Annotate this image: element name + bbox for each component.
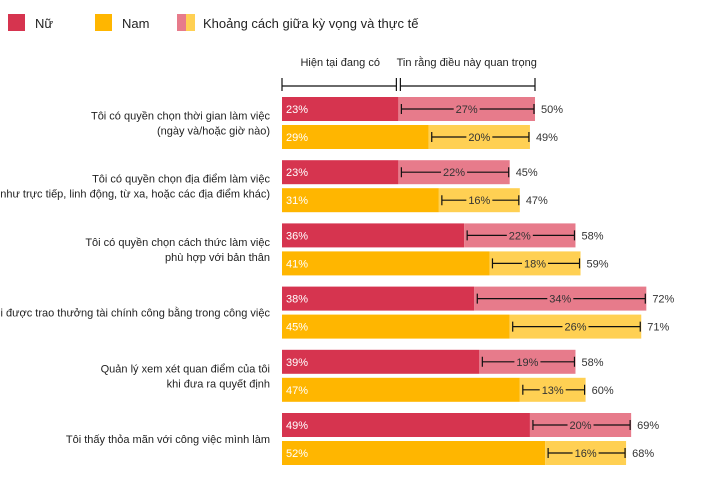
value-current-male: 47% — [286, 385, 308, 397]
value-important-male: 59% — [587, 258, 609, 270]
gap-range-male — [431, 132, 530, 142]
category-label: Tôi được trao thưởng tài chính công bằng… — [0, 307, 270, 320]
value-gap-male: 20% — [468, 132, 490, 144]
category-group: Tôi được trao thưởng tài chính công bằng… — [0, 286, 675, 339]
legend-label-female: Nữ — [35, 16, 53, 31]
bar-current-male — [282, 251, 490, 276]
gap-range-male — [441, 195, 520, 206]
category-group: Tôi thấy thỏa mãn với công việc mình làm… — [66, 413, 659, 465]
value-important-female: 45% — [516, 167, 538, 179]
bar-current-female — [282, 349, 480, 374]
value-current-female: 36% — [286, 230, 308, 242]
legend-label-male: Nam — [122, 16, 149, 31]
bar-current-male — [282, 377, 520, 402]
bar-current-female — [282, 160, 399, 185]
category-group: Tôi có quyền chọn thời gian làm việc (ngà… — [91, 97, 563, 149]
value-current-female: 23% — [286, 104, 308, 116]
value-important-male: 71% — [647, 322, 669, 334]
chart-rows: Tôi có quyền chọn thời gian làm việc (ngà… — [0, 97, 675, 465]
value-gap-male: 26% — [564, 322, 586, 334]
value-important-female: 72% — [652, 294, 674, 306]
category-label: Quản lý xem xét quan điểm của tôi — [101, 363, 270, 375]
legend-swatch-female — [8, 14, 25, 31]
legend-swatch-gap-male — [186, 14, 195, 31]
legend-swatch-male — [95, 14, 112, 31]
gap-range-female — [532, 420, 631, 430]
category-group: Quản lý xem xét quan điểm của tôi khi đưa… — [101, 349, 614, 402]
value-important-female: 58% — [581, 357, 603, 369]
bar-current-female — [282, 286, 475, 311]
gap-range-male — [547, 448, 626, 458]
value-current-female: 38% — [286, 294, 308, 306]
value-gap-male: 18% — [524, 258, 546, 270]
category-group: Tôi có quyền chọn cách thức làm việc phù … — [85, 223, 609, 276]
header-important-label: Tin rằng điều này quan trọng — [397, 56, 537, 69]
value-current-male: 31% — [286, 195, 308, 207]
category-label: Tôi có quyền chọn địa điểm làm việc — [92, 174, 270, 186]
gap-range-female — [476, 293, 646, 304]
bar-current-male — [282, 441, 546, 465]
value-important-male: 68% — [632, 448, 654, 460]
bar-current-male — [282, 125, 429, 149]
value-current-female: 23% — [286, 167, 308, 179]
bar-current-male — [282, 314, 510, 339]
bar-current-male — [282, 188, 439, 213]
legend: Nữ Nam Khoảng cách giữa kỳ vọng và thực tế — [8, 14, 419, 31]
value-current-male: 52% — [286, 448, 308, 460]
value-gap-female: 22% — [443, 167, 465, 179]
value-gap-male: 16% — [468, 195, 490, 207]
value-current-female: 49% — [286, 420, 308, 432]
value-gap-female: 19% — [516, 357, 538, 369]
bar-current-female — [282, 223, 465, 248]
value-current-female: 39% — [286, 357, 308, 369]
value-current-male: 45% — [286, 322, 308, 334]
value-current-male: 41% — [286, 258, 308, 270]
category-label: khi đưa ra quyết định — [167, 378, 270, 390]
value-gap-female: 27% — [456, 104, 478, 116]
value-important-male: 60% — [592, 385, 614, 397]
value-important-female: 50% — [541, 104, 563, 116]
gap-range-female — [400, 104, 535, 114]
value-important-female: 69% — [637, 420, 659, 432]
value-gap-female: 34% — [549, 294, 571, 306]
category-label: (ngày và/hoặc giờ nào) — [157, 126, 270, 138]
header-current-label: Hiện tại đang có — [300, 57, 380, 69]
value-gap-male: 16% — [575, 448, 597, 460]
category-label: phù hợp với bản thân — [165, 252, 270, 264]
header-important-bracket — [399, 78, 536, 91]
legend-label-gap: Khoảng cách giữa kỳ vọng và thực tế — [203, 16, 419, 31]
value-gap-male: 13% — [542, 385, 564, 397]
gap-range-male — [512, 321, 641, 332]
category-label: Tôi có quyền chọn cách thức làm việc — [85, 237, 270, 249]
column-header: Hiện tại đang có Tin rằng điều này quan t… — [281, 56, 537, 91]
bar-current-female — [282, 413, 530, 437]
category-group: Tôi có quyền chọn địa điểm làm việc (ví d… — [0, 160, 548, 213]
value-important-male: 49% — [536, 132, 558, 144]
bar-current-female — [282, 97, 399, 121]
value-important-male: 47% — [526, 195, 548, 207]
gap-range-male — [522, 384, 586, 395]
header-current-bracket — [281, 78, 397, 91]
category-label: (ví dụ như trực tiếp, linh động, từ xa, … — [0, 189, 270, 201]
gap-range-female — [400, 167, 510, 178]
value-gap-female: 22% — [509, 230, 531, 242]
gap-range-female — [466, 230, 576, 241]
value-current-male: 29% — [286, 132, 308, 144]
gap-range-female — [481, 356, 576, 367]
gap-range-male — [491, 258, 581, 269]
category-label: Tôi thấy thỏa mãn với công việc mình làm — [66, 434, 270, 446]
value-gap-female: 20% — [570, 420, 592, 432]
category-label: Tôi có quyền chọn thời gian làm việc — [91, 111, 271, 123]
legend-swatch-gap-female — [177, 14, 186, 31]
value-important-female: 58% — [581, 230, 603, 242]
